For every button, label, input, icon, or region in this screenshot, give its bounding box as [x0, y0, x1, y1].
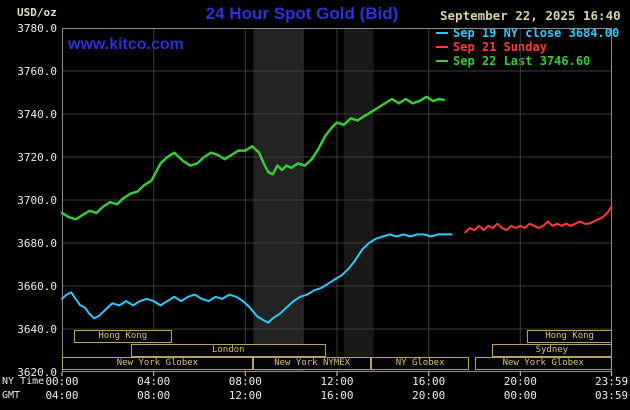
- legend-label: Sep 22 Last 3746.60: [453, 54, 591, 68]
- legend-label: Sep 19 NY close 3684.00: [453, 26, 620, 40]
- y-tick-label: 3640.0: [17, 323, 57, 336]
- legend-label: Sep 21 Sunday: [453, 40, 547, 54]
- session-box-ny-globex: NY Globex: [371, 357, 469, 370]
- session-box-new-york-globex: New York Globex: [474, 357, 612, 370]
- price-line-1: [464, 205, 613, 234]
- session-box-new-york-globex: New York Globex: [62, 357, 253, 370]
- x-tick-label: 12:00: [320, 375, 354, 388]
- x-tick-label: 23:59: [595, 375, 629, 388]
- x-tick-label: 00:00: [45, 375, 79, 388]
- chart-title: 24 Hour Spot Gold (Bid): [205, 4, 399, 23]
- price-line-0: [61, 233, 453, 324]
- chart-datetime: September 22, 2025 16:40: [440, 8, 621, 23]
- price-line-2: [60, 95, 446, 221]
- y-tick-label: 3740.0: [17, 108, 57, 121]
- x-tick-label: 04:00: [45, 389, 79, 402]
- x-tick-label: 08:00: [137, 389, 171, 402]
- x-tick-label: 04:00: [137, 375, 171, 388]
- legend-line-marker: [436, 46, 448, 48]
- legend-item: Sep 21 Sunday: [436, 40, 619, 54]
- legend-item: Sep 22 Last 3746.60: [436, 54, 619, 68]
- session-box-hong-kong: Hong Kong: [73, 330, 172, 343]
- ny-time-caption: NY Time: [2, 376, 45, 387]
- plot-frame: [62, 28, 612, 372]
- chart-legend: Sep 19 NY close 3684.00 Sep 21 Sunday Sep …: [436, 26, 619, 68]
- y-tick-label: 3680.0: [17, 237, 57, 250]
- units-label: USD/oz: [17, 6, 57, 19]
- legend-line-marker: [436, 60, 448, 62]
- gmt-caption: GMT: [2, 390, 21, 401]
- session-box-london: London: [130, 344, 326, 357]
- y-tick-label: 3760.0: [17, 65, 57, 78]
- session-box-hong-kong: Hong Kong: [527, 330, 612, 343]
- session-box-sydney: Sydney: [491, 344, 612, 357]
- x-tick-label: 16:00: [320, 389, 354, 402]
- y-tick-label: 3700.0: [17, 194, 57, 207]
- x-tick-label: 03:59: [595, 389, 629, 402]
- y-tick-label: 3720.0: [17, 151, 57, 164]
- x-tick-label: 20:00: [412, 389, 446, 402]
- x-tick-label: 12:00: [228, 389, 262, 402]
- y-tick-label: 3660.0: [17, 280, 57, 293]
- x-tick-label: 16:00: [412, 375, 446, 388]
- y-tick-label: 3780.0: [17, 22, 57, 35]
- legend-item: Sep 19 NY close 3684.00: [436, 26, 619, 40]
- session-box-new-york-nymex: New York NYMEX: [252, 357, 372, 370]
- x-tick-label: 20:00: [503, 375, 537, 388]
- y-tick-label: 3620.0: [17, 366, 57, 379]
- x-tick-label: 00:00: [503, 389, 537, 402]
- legend-line-marker: [436, 32, 448, 34]
- kitco-watermark-link[interactable]: www.kitco.com: [68, 36, 184, 53]
- x-tick-label: 08:00: [228, 375, 262, 388]
